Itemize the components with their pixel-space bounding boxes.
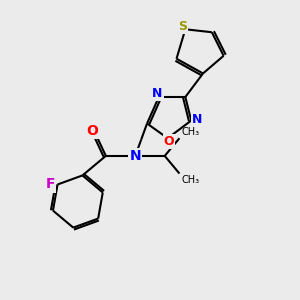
Text: CH₃: CH₃: [182, 127, 200, 137]
Text: N: N: [192, 112, 202, 126]
Text: S: S: [178, 20, 187, 33]
Text: CH₃: CH₃: [182, 175, 200, 185]
Text: O: O: [87, 124, 98, 138]
Text: F: F: [45, 178, 55, 191]
Text: O: O: [164, 135, 175, 148]
Text: N: N: [130, 149, 141, 163]
Text: N: N: [152, 87, 163, 100]
